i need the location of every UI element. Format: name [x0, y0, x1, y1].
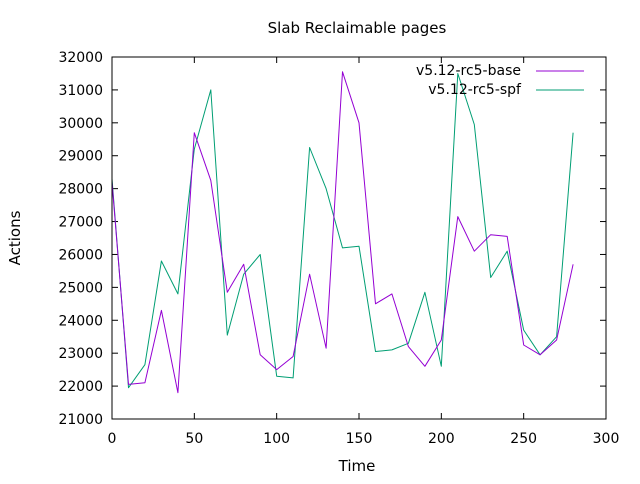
x-tick-label: 100 — [263, 431, 290, 447]
legend: v5.12-rc5-base v5.12-rc5-spf — [416, 63, 584, 98]
y-tick-label: 29000 — [58, 149, 103, 165]
x-tick-label: 200 — [428, 431, 455, 447]
y-tick-label: 32000 — [58, 50, 103, 66]
legend-label-spf: v5.12-rc5-spf — [428, 82, 522, 98]
y-tick-label: 21000 — [58, 412, 103, 428]
y-tick-label: 28000 — [58, 182, 103, 198]
y-tick-label: 22000 — [58, 379, 103, 395]
x-tick-label: 0 — [108, 431, 117, 447]
y-tick-label: 23000 — [58, 346, 103, 362]
chart-title: Slab Reclaimable pages — [268, 19, 447, 37]
y-tick-label: 30000 — [58, 116, 103, 132]
y-tick-label: 24000 — [58, 313, 103, 329]
y-tick-label: 26000 — [58, 247, 103, 263]
y-axis-label: Actions — [6, 210, 24, 265]
series-lines — [111, 71, 574, 394]
x-tick-label: 150 — [346, 431, 373, 447]
y-tick-label: 25000 — [58, 280, 103, 296]
x-tick-label: 300 — [593, 431, 620, 447]
legend-label-base: v5.12-rc5-base — [416, 63, 521, 79]
x-tick-label: 50 — [185, 431, 203, 447]
axis-ticks: 0 50 100 150 200 250 300 21000 22000 23000 24000 25… — [58, 50, 619, 447]
plot-border — [111, 56, 607, 420]
x-tick-label: 250 — [510, 431, 537, 447]
x-axis-label: Time — [338, 457, 376, 475]
series-line-base — [111, 71, 574, 394]
series-line-spf — [111, 73, 574, 389]
y-tick-label: 27000 — [58, 215, 103, 231]
y-tick-label: 31000 — [58, 83, 103, 99]
